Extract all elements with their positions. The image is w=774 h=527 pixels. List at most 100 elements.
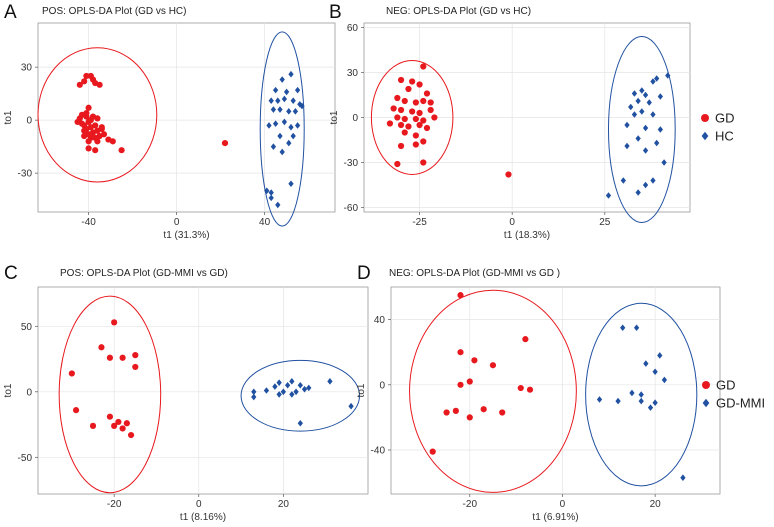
data-point bbox=[638, 391, 644, 398]
data-point bbox=[292, 108, 299, 115]
gridlines bbox=[391, 287, 720, 494]
data-point bbox=[276, 391, 282, 398]
data-point bbox=[394, 160, 401, 168]
y-tick-label: -30 bbox=[344, 158, 359, 169]
data-point bbox=[457, 381, 464, 388]
data-point bbox=[290, 132, 296, 140]
data-point bbox=[288, 180, 294, 188]
data-point bbox=[89, 422, 97, 429]
data-point bbox=[412, 141, 419, 148]
confidence-ellipse-gd-mmi bbox=[585, 302, 698, 487]
data-point bbox=[420, 117, 427, 124]
legend-label: GD-MMI bbox=[716, 396, 765, 411]
data-point bbox=[279, 148, 285, 156]
panel-d: D NEG: OPLS-DA Plot (GD-MMI vs GD ) -20 0 20… bbox=[356, 263, 765, 523]
y-tick-label: -60 bbox=[344, 203, 359, 214]
data-point bbox=[85, 145, 92, 152]
data-point bbox=[290, 97, 296, 105]
data-point bbox=[647, 404, 654, 411]
y-tick-label: 30 bbox=[347, 68, 359, 79]
legend: GD HC bbox=[701, 111, 735, 144]
data-point bbox=[297, 381, 303, 389]
data-point bbox=[635, 135, 641, 142]
data-point bbox=[280, 388, 287, 396]
plot-frame bbox=[37, 286, 369, 495]
data-point bbox=[268, 194, 274, 202]
data-point bbox=[631, 111, 638, 118]
data-point bbox=[277, 106, 283, 113]
data-point bbox=[281, 118, 288, 126]
data-point bbox=[76, 81, 83, 88]
legend-marker-circle bbox=[702, 381, 710, 389]
data-point bbox=[412, 99, 419, 106]
data-point bbox=[680, 474, 686, 482]
data-point bbox=[118, 147, 125, 154]
data-point bbox=[650, 177, 656, 184]
confidence-ellipse-gd bbox=[58, 295, 162, 494]
data-point bbox=[289, 378, 295, 385]
data-point bbox=[83, 113, 90, 120]
y-axis-label: to1 bbox=[356, 383, 367, 397]
data-point bbox=[94, 115, 101, 122]
data-point bbox=[633, 324, 640, 332]
x-tick-label: -20 bbox=[463, 499, 478, 510]
x-tick-label: 25 bbox=[599, 217, 611, 228]
legend-label: HC bbox=[715, 129, 734, 144]
data-point bbox=[420, 97, 427, 105]
data-point bbox=[620, 177, 626, 184]
data-point bbox=[639, 108, 645, 115]
data-point bbox=[279, 76, 285, 83]
data-point bbox=[489, 362, 497, 369]
x-tick-label: 40 bbox=[259, 217, 271, 228]
data-point bbox=[650, 111, 656, 118]
x-axis-label: t1 (31.3%) bbox=[163, 230, 209, 241]
panel-c: C POS: OPLS-DA Plot (GD-MMI vs GD) -20 0 20 5… bbox=[3, 263, 369, 523]
data-point bbox=[270, 106, 277, 113]
x-tick-label: 0 bbox=[174, 217, 180, 228]
data-point bbox=[397, 76, 405, 84]
confidence-ellipse-gd bbox=[370, 60, 454, 175]
data-point bbox=[420, 138, 427, 145]
series-gd bbox=[74, 72, 229, 154]
data-point bbox=[423, 90, 431, 97]
y-tick-label: -50 bbox=[18, 453, 33, 464]
series-hc bbox=[605, 72, 671, 199]
legend-marker-diamond bbox=[702, 398, 710, 408]
data-point bbox=[499, 409, 506, 416]
x-tick-label: -20 bbox=[107, 499, 122, 510]
data-point bbox=[294, 86, 301, 94]
data-point bbox=[624, 121, 630, 129]
data-point bbox=[106, 354, 114, 361]
data-point bbox=[620, 324, 626, 332]
data-point bbox=[115, 418, 122, 426]
data-point bbox=[650, 78, 656, 85]
data-point bbox=[409, 78, 416, 85]
data-point bbox=[522, 336, 529, 343]
data-point bbox=[628, 103, 634, 111]
data-point bbox=[457, 349, 464, 356]
y-tick-label: 50 bbox=[21, 322, 33, 333]
data-point bbox=[657, 352, 663, 359]
series-hc bbox=[264, 70, 305, 209]
data-point bbox=[394, 114, 401, 121]
data-point bbox=[297, 419, 303, 427]
data-point bbox=[638, 397, 644, 405]
confidence-ellipse-gd-mmi bbox=[240, 359, 361, 432]
legend-marker-circle bbox=[701, 114, 709, 122]
data-point bbox=[268, 189, 274, 196]
x-tick-label: 20 bbox=[278, 499, 290, 510]
data-point bbox=[526, 386, 534, 393]
series-gd bbox=[386, 63, 512, 178]
data-point bbox=[657, 93, 664, 100]
data-point bbox=[405, 85, 412, 93]
data-point bbox=[642, 147, 649, 154]
data-point bbox=[657, 126, 664, 133]
data-point bbox=[327, 378, 333, 385]
plot-frame bbox=[390, 286, 721, 495]
data-point bbox=[505, 171, 512, 178]
data-point bbox=[639, 87, 645, 94]
data-point bbox=[68, 370, 75, 377]
legend-marker-diamond bbox=[701, 131, 709, 141]
data-point bbox=[268, 97, 274, 105]
